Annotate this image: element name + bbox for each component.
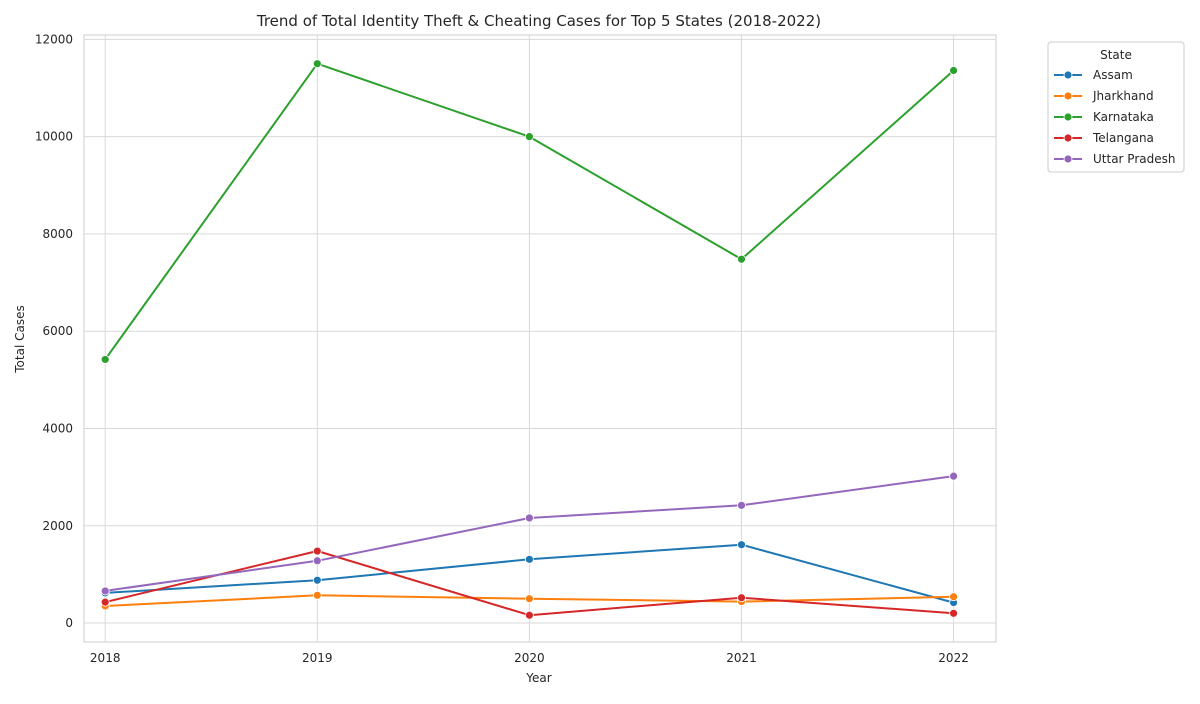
series-telangana <box>100 546 958 620</box>
data-point-karnataka <box>312 59 322 69</box>
data-point-uttar-pradesh <box>737 500 746 510</box>
series-karnataka <box>100 59 958 364</box>
y-tick-label: 2000 <box>42 519 73 533</box>
x-tick-label: 2018 <box>90 651 121 665</box>
data-point-telangana <box>949 608 958 618</box>
y-axis-label: Total Cases <box>13 305 27 373</box>
legend: State Assam Jharkhand Karnataka Telangana Ut… <box>1047 41 1185 173</box>
legend-swatch-marker <box>1063 70 1073 80</box>
x-axis-label: Year <box>525 671 551 685</box>
data-point-telangana <box>100 597 110 607</box>
data-point-jharkhand <box>524 594 534 604</box>
y-axis-ticks: 0 2000 4000 6000 8000 10000 12000 <box>35 32 73 630</box>
legend-item-assam: Assam <box>1054 68 1133 82</box>
y-tick-label: 10000 <box>35 130 73 144</box>
y-tick-label: 12000 <box>35 32 73 46</box>
x-axis-ticks: 2018 2019 2020 2021 2022 <box>90 651 969 665</box>
data-point-uttar-pradesh <box>524 513 534 523</box>
legend-swatch-marker <box>1063 154 1073 164</box>
data-point-karnataka <box>524 132 534 142</box>
legend-label: Karnataka <box>1093 110 1154 124</box>
data-point-telangana <box>524 610 534 620</box>
legend-swatch-marker <box>1063 112 1073 122</box>
data-point-assam <box>312 575 322 585</box>
legend-title: State <box>1100 48 1132 62</box>
data-point-telangana <box>737 593 746 603</box>
series-uttar-pradesh <box>100 471 958 596</box>
y-tick-label: 6000 <box>42 324 73 338</box>
legend-items: Assam Jharkhand Karnataka Telangana Uttar Pr… <box>1054 68 1175 166</box>
data-point-telangana <box>312 546 322 556</box>
data-point-uttar-pradesh <box>312 556 322 566</box>
data-point-jharkhand <box>312 590 322 600</box>
x-tick-label: 2019 <box>302 651 333 665</box>
data-point-assam <box>524 554 534 564</box>
x-tick-label: 2020 <box>514 651 545 665</box>
data-point-jharkhand <box>949 592 958 602</box>
x-tick-label: 2021 <box>726 651 757 665</box>
legend-label: Telangana <box>1092 131 1154 145</box>
legend-item-uttar-pradesh: Uttar Pradesh <box>1054 152 1175 166</box>
legend-item-telangana: Telangana <box>1054 131 1154 145</box>
y-tick-label: 0 <box>65 616 73 630</box>
legend-item-jharkhand: Jharkhand <box>1054 89 1154 103</box>
plot-area <box>83 34 997 643</box>
data-point-uttar-pradesh <box>100 586 110 596</box>
data-point-karnataka <box>949 66 958 75</box>
series-layer <box>100 59 958 620</box>
data-point-uttar-pradesh <box>949 471 958 481</box>
legend-item-karnataka: Karnataka <box>1054 110 1154 124</box>
data-point-karnataka <box>100 355 110 364</box>
x-tick-label: 2022 <box>938 651 969 665</box>
legend-label: Jharkhand <box>1092 89 1154 103</box>
legend-swatch-marker <box>1063 133 1073 143</box>
legend-label: Assam <box>1093 68 1133 82</box>
y-tick-label: 8000 <box>42 227 73 241</box>
y-tick-label: 4000 <box>42 421 73 435</box>
data-point-assam <box>737 540 746 550</box>
data-point-karnataka <box>737 254 746 264</box>
legend-swatch-marker <box>1063 91 1073 101</box>
chart-title: Trend of Total Identity Theft & Cheating… <box>256 12 821 30</box>
legend-label: Uttar Pradesh <box>1093 152 1175 166</box>
